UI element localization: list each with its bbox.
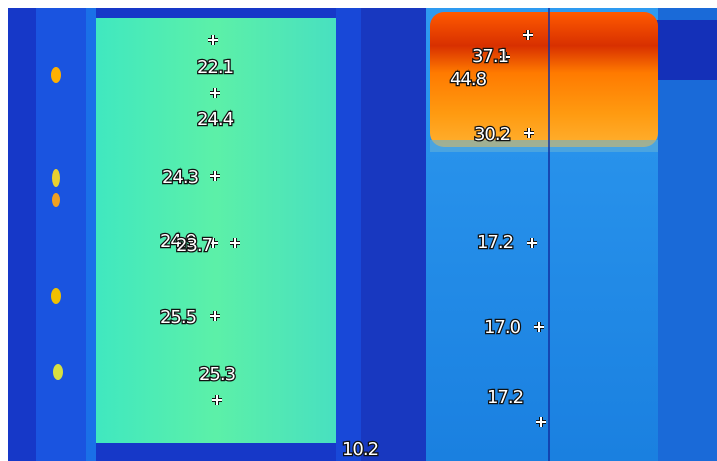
temperature-label: 24.3: [162, 167, 199, 188]
temperature-label: 25.3: [199, 364, 236, 385]
temperature-label: 17.2: [477, 232, 513, 253]
temperature-label: 10.2: [342, 439, 378, 460]
temperature-label: 44.8: [450, 69, 487, 90]
temperature-label: 25.5: [160, 307, 196, 328]
thermal-image: 22.124.424.324.923.725.525.337.144.830.2…: [0, 0, 717, 461]
temperature-label: 17.2: [487, 387, 523, 408]
temperature-label: 37.1: [472, 46, 508, 67]
temperature-label: 23.7: [176, 235, 212, 256]
temperature-label: 24.4: [197, 109, 234, 130]
temperature-label: 17.0: [484, 317, 521, 338]
temperature-label: 30.2: [474, 124, 510, 145]
temperature-label: 22.1: [197, 57, 233, 78]
image-area: [8, 8, 717, 461]
